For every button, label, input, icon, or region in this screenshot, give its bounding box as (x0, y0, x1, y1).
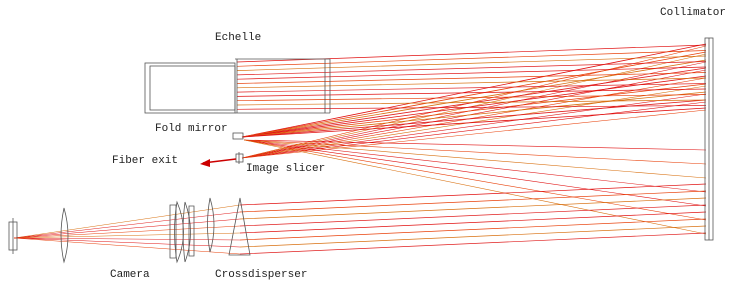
fold-mirror-label: Fold mirror (155, 123, 228, 135)
optical-layout: Collimator Echelle Fold mirror Fiber exi… (0, 0, 735, 281)
camera-optics (9, 198, 250, 262)
fold-mirror (233, 133, 243, 139)
ray (14, 238, 240, 254)
collimator-mirror (705, 38, 713, 240)
image-slicer (236, 152, 243, 164)
echelle-label: Echelle (215, 32, 261, 44)
camera-label: Camera (110, 269, 150, 281)
ray (242, 86, 706, 158)
fiber-exit-label: Fiber exit (112, 155, 178, 167)
ray (237, 45, 706, 62)
ray (244, 140, 706, 150)
ray (237, 73, 706, 84)
ray (242, 108, 706, 137)
ray (14, 219, 240, 238)
ray (14, 238, 240, 247)
ray (14, 233, 240, 238)
image-slicer-label: Image slicer (246, 163, 325, 175)
ray (237, 78, 706, 88)
crossdisperser-label: Crossdisperser (215, 269, 307, 281)
ray-bundle (14, 44, 706, 254)
ray (14, 238, 240, 240)
collimator-label: Collimator (660, 7, 726, 19)
ray (14, 212, 240, 238)
fiber-exit-arrow (200, 159, 236, 167)
ray (237, 106, 706, 110)
ray (237, 100, 706, 105)
ray (242, 76, 706, 137)
ray (242, 52, 706, 137)
ray (242, 100, 706, 137)
ray (14, 226, 240, 238)
ray (14, 205, 240, 238)
ray (242, 110, 706, 158)
